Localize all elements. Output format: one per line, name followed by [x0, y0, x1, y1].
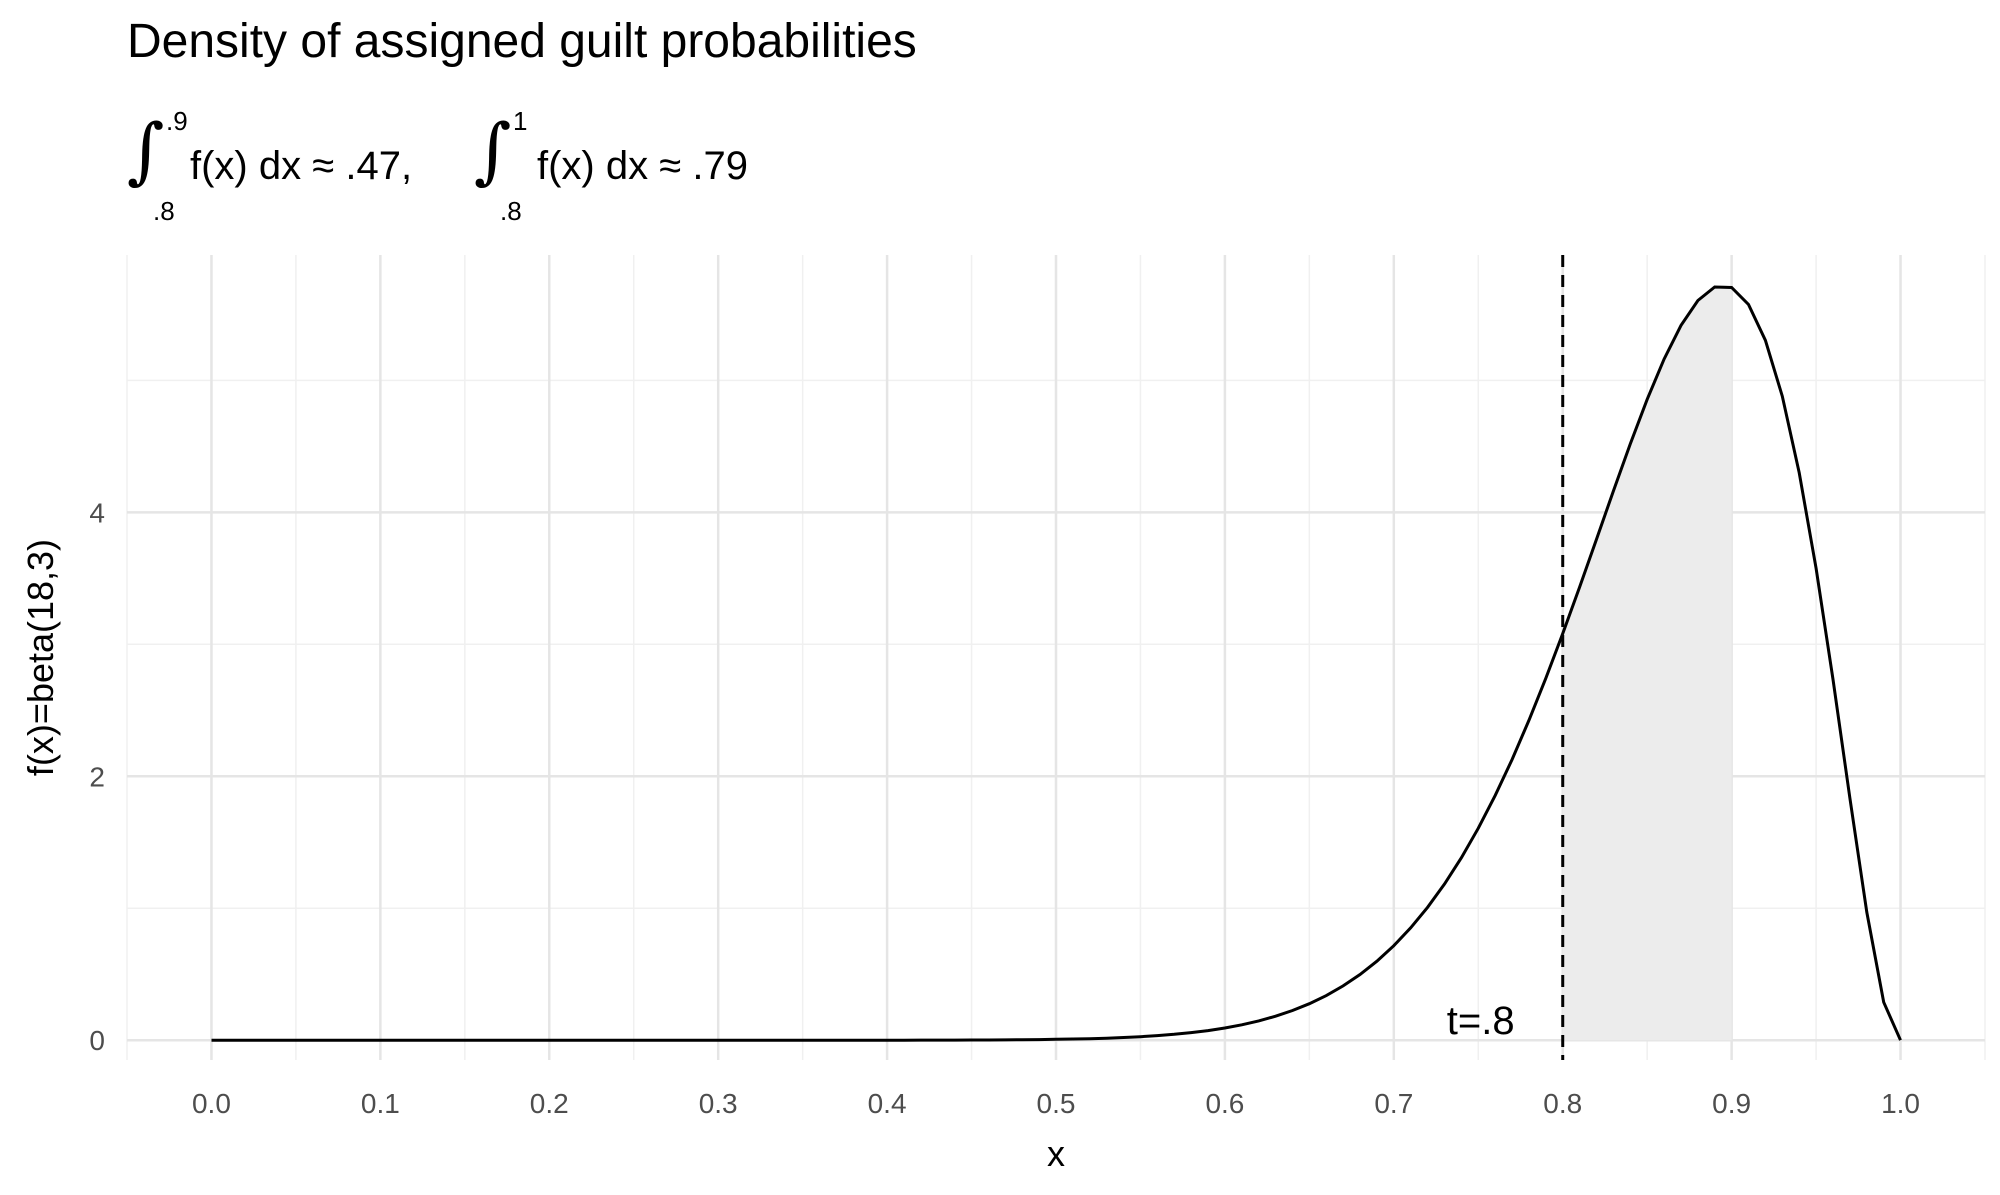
x-tick-label: 0.3	[699, 1088, 738, 1119]
y-tick-label: 2	[89, 761, 105, 792]
integral-body: f(x) dx ≈ .47,	[190, 144, 413, 188]
x-tick-label: 0.0	[192, 1088, 231, 1119]
x-axis-label: x	[1047, 1133, 1065, 1174]
chart-title: Density of assigned guilt probabilities	[127, 15, 917, 68]
density-curve	[211, 285, 1902, 1042]
y-tick-label: 4	[89, 497, 105, 528]
x-tick-label: 0.8	[1543, 1088, 1582, 1119]
threshold-label: t=.8	[1447, 999, 1515, 1043]
x-tick-label: 0.4	[868, 1088, 907, 1119]
integral-upper-bound: .9	[166, 106, 188, 136]
integral-lower-bound: .8	[153, 196, 175, 226]
chart-subtitle: ∫ .9 .8 f(x) dx ≈ .47, ∫ 1 .8 f(x) dx ≈ …	[127, 106, 1327, 228]
integral-upper-bound: 1	[513, 106, 528, 136]
y-axis-ticks: 0 2 4	[89, 497, 105, 1056]
integral-sign: ∫	[474, 108, 512, 192]
x-tick-label: 1.0	[1881, 1088, 1920, 1119]
y-tick-label: 0	[89, 1025, 105, 1056]
integral-body: f(x) dx ≈ .79	[537, 144, 748, 188]
x-tick-label: 0.5	[1037, 1088, 1076, 1119]
x-tick-label: 0.6	[1205, 1088, 1244, 1119]
x-tick-label: 0.2	[530, 1088, 569, 1119]
x-axis-ticks: 0.0 0.1 0.2 0.3 0.4 0.5 0.6 0.7 0.8 0.9 1.0	[192, 1088, 1920, 1119]
integral-sign: ∫	[127, 108, 165, 192]
y-axis-label: f(x)=beta(18,3)	[20, 539, 61, 776]
integral-lower-bound: .8	[500, 196, 522, 226]
x-tick-label: 0.9	[1712, 1088, 1751, 1119]
shaded-area-0.8-to-0.9	[1562, 285, 1732, 1041]
x-tick-label: 0.7	[1374, 1088, 1413, 1119]
x-tick-label: 0.1	[361, 1088, 400, 1119]
